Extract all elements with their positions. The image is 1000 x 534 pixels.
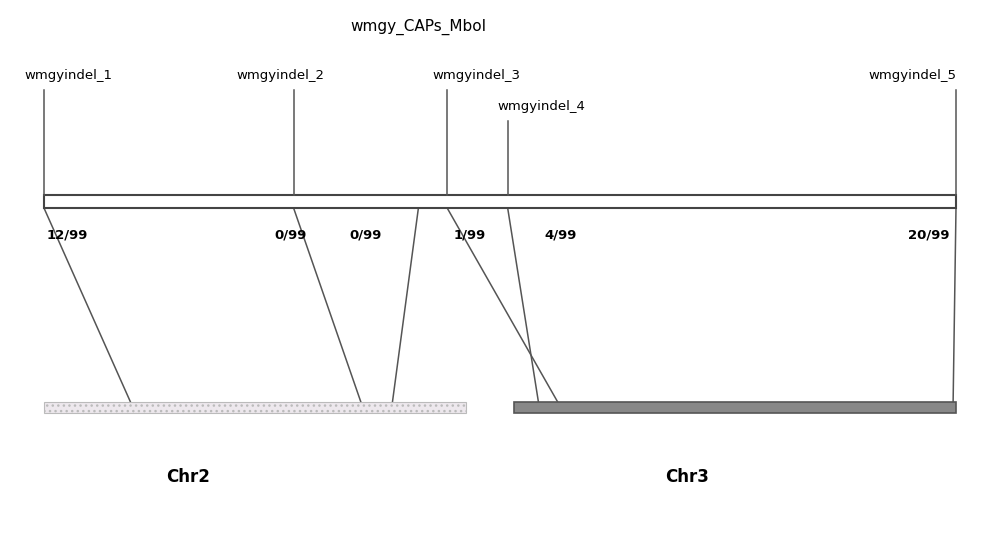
Text: wmgyindel_4: wmgyindel_4 [497,100,585,113]
Text: wmgyindel_5: wmgyindel_5 [868,69,956,82]
Text: wmgyindel_1: wmgyindel_1 [25,69,113,82]
Text: 0/99: 0/99 [274,229,307,241]
Text: 1/99: 1/99 [454,229,486,241]
Text: 0/99: 0/99 [349,229,382,241]
Text: Chr3: Chr3 [665,468,709,486]
Text: wmgyindel_2: wmgyindel_2 [236,69,324,82]
Text: 12/99: 12/99 [47,229,88,241]
Text: wmgy_CAPs_MboI: wmgy_CAPs_MboI [350,18,486,35]
Text: Chr2: Chr2 [166,468,210,486]
Bar [514,402,956,413]
Bar [44,402,466,413]
Text: 4/99: 4/99 [544,229,577,241]
Text: 20/99: 20/99 [908,229,950,241]
Bar [44,195,956,208]
Text: wmgyindel_3: wmgyindel_3 [433,69,521,82]
